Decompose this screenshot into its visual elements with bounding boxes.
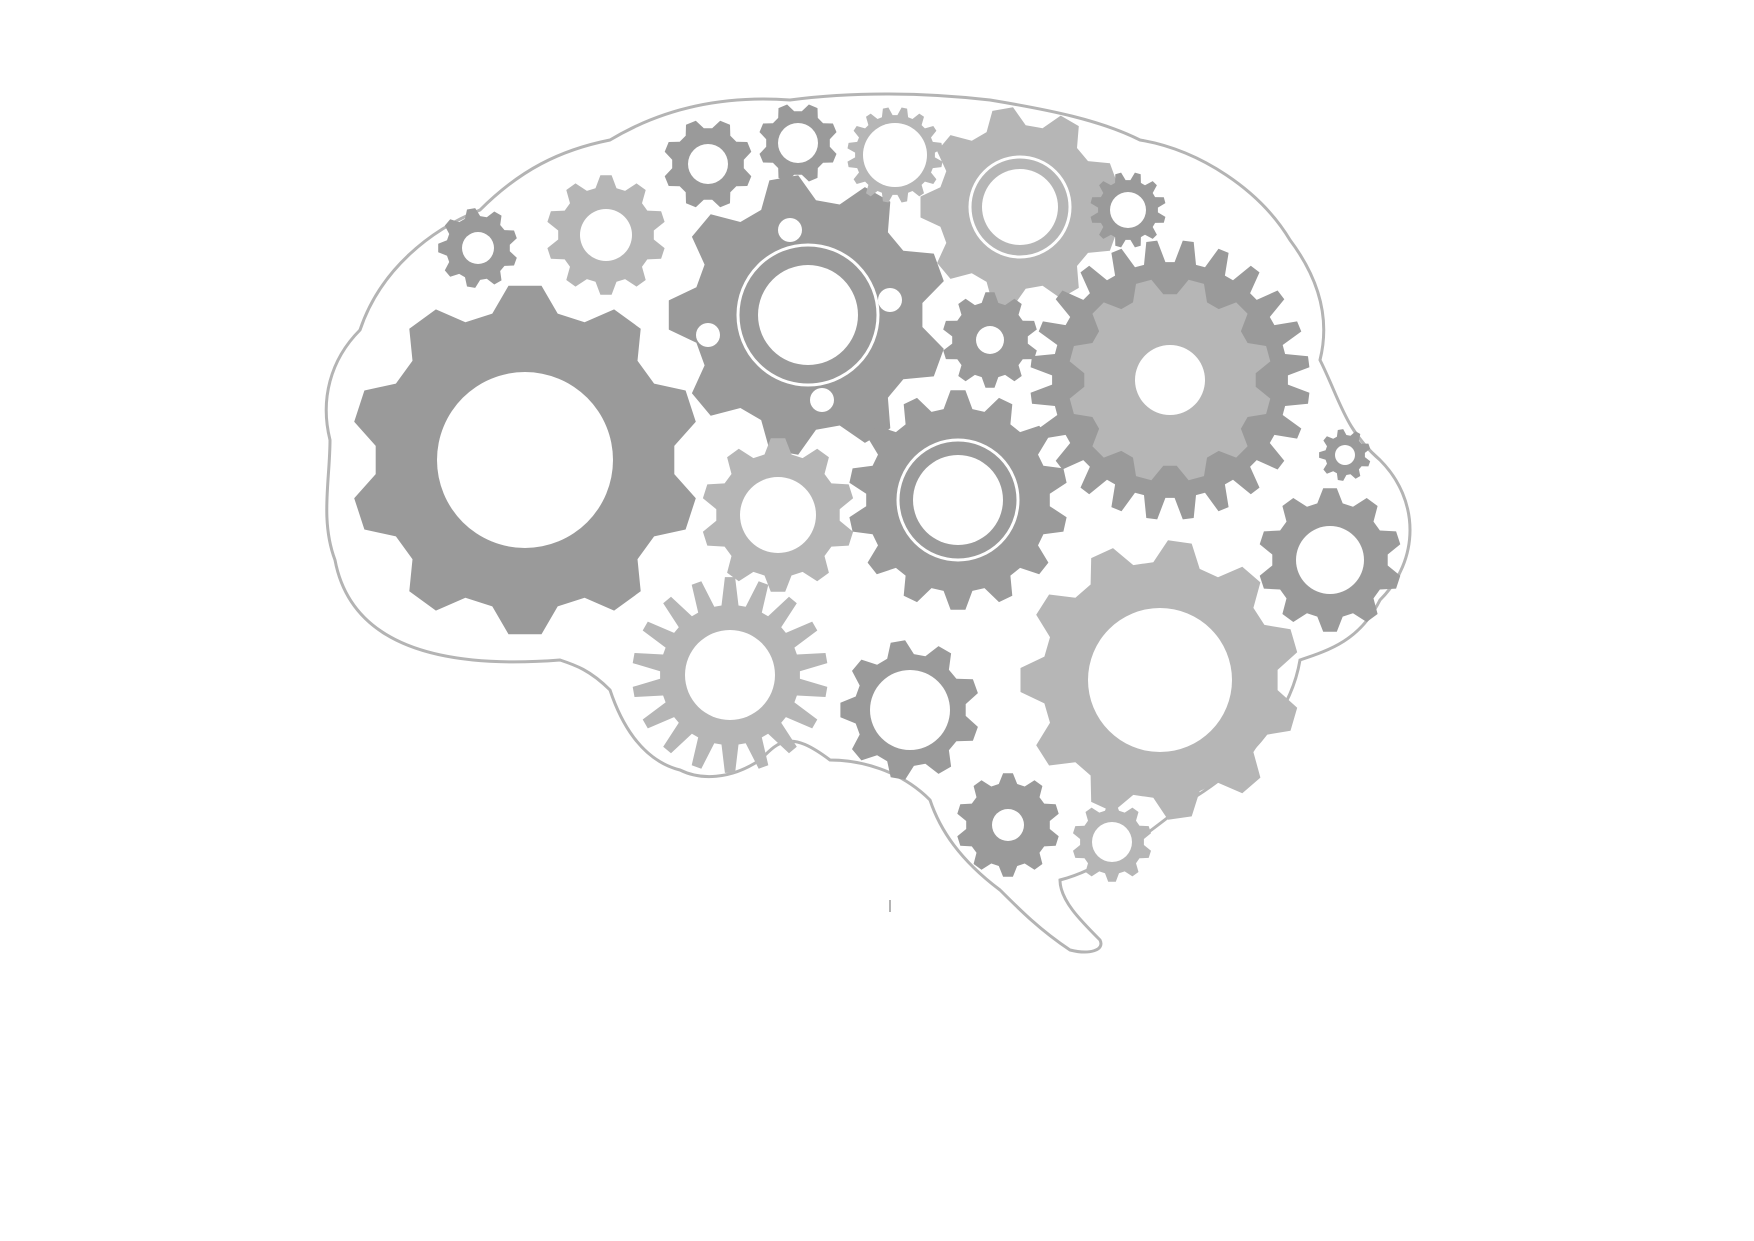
gear-hole xyxy=(1135,345,1205,415)
gear-hole xyxy=(982,169,1058,245)
gear-hole xyxy=(437,372,613,548)
bolt-hole xyxy=(696,323,720,347)
gear-hole xyxy=(1088,608,1232,752)
gear-hole xyxy=(685,630,775,720)
gear-hole xyxy=(870,670,950,750)
bolt-hole xyxy=(878,288,902,312)
gear-hole xyxy=(462,232,494,264)
gears-cluster xyxy=(354,104,1401,882)
gear-hole xyxy=(758,265,858,365)
bolt-hole xyxy=(778,218,802,242)
gear-hole xyxy=(580,209,632,261)
gear-hole xyxy=(863,123,927,187)
gear-hole xyxy=(1110,192,1146,228)
gear-hole xyxy=(778,123,818,163)
gear-ring xyxy=(736,243,880,387)
gear-hole xyxy=(688,144,728,184)
bolt-hole xyxy=(810,388,834,412)
gear-hole xyxy=(1296,526,1364,594)
gear-hole xyxy=(976,326,1004,354)
gear-ring xyxy=(896,438,1020,562)
gear-hole xyxy=(1335,445,1355,465)
gear-hole xyxy=(992,809,1024,841)
gear-hole xyxy=(913,455,1003,545)
gear-hole xyxy=(1092,822,1132,862)
gear-hole xyxy=(740,477,816,553)
gear-ring xyxy=(968,155,1072,259)
